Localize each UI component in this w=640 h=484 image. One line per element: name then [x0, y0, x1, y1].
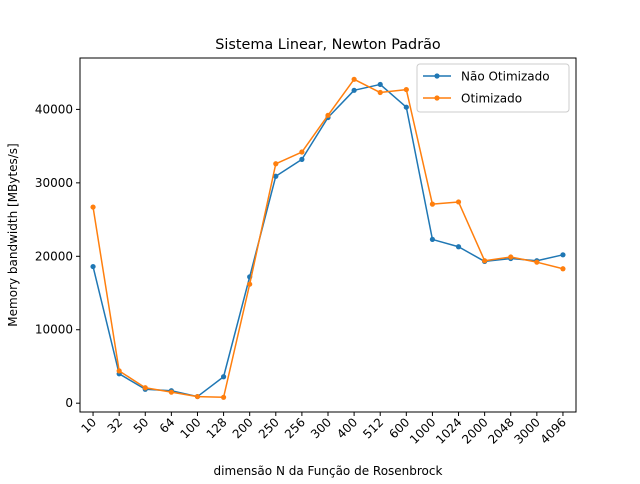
legend-label-1: Otimizado [461, 92, 522, 106]
data-point-0-18 [560, 252, 566, 258]
chart-title: Sistema Linear, Newton Padrão [215, 37, 441, 53]
data-point-1-14 [455, 199, 462, 205]
data-point-1-13 [429, 201, 436, 207]
data-point-1-1 [116, 368, 122, 374]
data-point-1-8 [299, 149, 305, 155]
y-tick-label-0: 0 [65, 396, 73, 410]
y-axis-label: Memory bandwidth [MBytes/s] [6, 143, 20, 326]
data-point-1-17 [534, 259, 540, 265]
data-point-1-12 [403, 86, 409, 93]
data-point-0-8 [299, 156, 305, 162]
legend-marker-1 [434, 95, 440, 101]
x-axis-label: dimensão N da Função de Rosenbrock [214, 464, 443, 478]
data-point-0-11 [377, 81, 383, 88]
data-point-0-0 [90, 263, 96, 270]
data-point-1-6 [247, 281, 253, 287]
data-point-0-12 [403, 104, 409, 110]
data-point-0-10 [351, 87, 357, 93]
legend: Não Otimizado Otimizado [416, 63, 570, 113]
data-point-1-5 [220, 394, 227, 400]
data-point-1-10 [351, 76, 357, 82]
data-point-0-5 [220, 374, 227, 380]
y-tick-label-2: 20000 [35, 249, 73, 263]
data-point-0-13 [429, 236, 436, 243]
data-point-0-7 [273, 173, 279, 179]
data-point-1-11 [377, 89, 383, 96]
data-point-1-3 [168, 389, 174, 395]
data-point-1-15 [482, 258, 488, 264]
data-point-1-18 [560, 266, 566, 272]
data-point-0-14 [455, 244, 462, 250]
y-tick-label-1: 10000 [35, 323, 73, 337]
data-point-1-4 [194, 393, 201, 400]
data-point-1-9 [325, 112, 331, 118]
data-point-1-16 [508, 254, 514, 260]
legend-box [416, 63, 570, 113]
y-tick-label-4: 40000 [35, 102, 73, 116]
legend-label-0: Não Otimizado [461, 70, 550, 84]
data-point-1-0 [90, 204, 96, 210]
data-point-1-2 [142, 385, 148, 391]
data-point-1-7 [273, 161, 279, 167]
legend-marker-0 [434, 73, 440, 79]
y-tick-label-3: 30000 [35, 176, 73, 190]
